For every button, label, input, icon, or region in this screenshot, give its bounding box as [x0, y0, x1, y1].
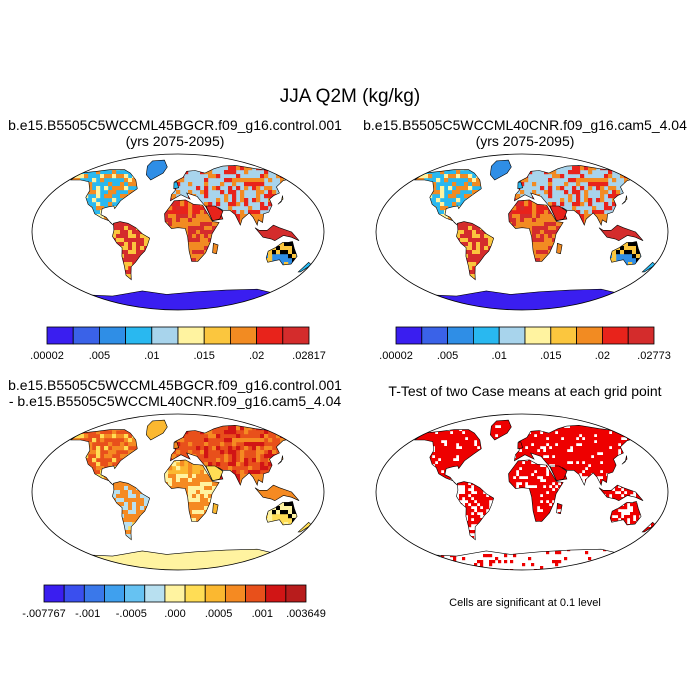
panel-title-case2-line2: (yrs 2075-2095) [350, 133, 700, 149]
colorbar-swatch [396, 327, 422, 344]
colorbar-swatch [152, 327, 178, 344]
map-case1 [28, 150, 328, 315]
colorbar-tick-label: -.001 [75, 608, 100, 620]
colorbar-tick-label: .015 [193, 350, 214, 362]
colorbar-swatch [225, 585, 245, 602]
colorbar-case1: .00002 .005 .01 .015 .02 .02817 [20, 325, 340, 365]
colorbar-tick-label: .02 [249, 350, 264, 362]
colorbar-swatch [422, 327, 448, 344]
colorbar-tick-label: .0005 [205, 608, 233, 620]
colorbar-swatch [47, 327, 73, 344]
colorbar-swatch [602, 327, 628, 344]
colorbar-swatch [126, 327, 152, 344]
panel-title-case1-line2: (yrs 2075-2095) [0, 133, 350, 149]
colorbar-swatch [525, 327, 551, 344]
colorbar-swatch [84, 585, 104, 602]
colorbar-swatch [185, 585, 205, 602]
colorbar-swatch [204, 327, 230, 344]
colorbar-difference: -.007767 -.001 -.0005 .000 .0005 .001 .003649 [8, 583, 338, 623]
panel-title-case2: b.e15.B5505C5WCCML40CNR.f09_g16.cam5_4.0… [350, 117, 700, 149]
colorbar-swatch [448, 327, 474, 344]
colorbar-swatch [205, 585, 225, 602]
panel-title-difference-line1: b.e15.B5505C5WCCML45BGCR.f09_g16.control… [0, 377, 350, 393]
colorbar-swatch [104, 585, 124, 602]
colorbar-swatch [64, 585, 84, 602]
colorbar-tick-label: .00002 [379, 350, 413, 362]
colorbar-case2: .00002 .005 .01 .015 .02 .02773 [366, 325, 686, 365]
colorbar-swatch [628, 327, 654, 344]
colorbar-tick-label: .005 [89, 350, 110, 362]
colorbar-tick-label: .000 [164, 608, 185, 620]
colorbar-tick-label: .001 [252, 608, 273, 620]
colorbar-swatch [499, 327, 525, 344]
map-difference [28, 410, 328, 575]
colorbar-swatch [165, 585, 185, 602]
colorbar-tick-label: .003649 [286, 608, 326, 620]
colorbar-tick-label: .01 [144, 350, 159, 362]
colorbar-tick-label: .005 [437, 350, 458, 362]
colorbar-swatch [283, 327, 309, 344]
colorbar-swatch [551, 327, 577, 344]
panel-title-ttest: T-Test of two Case means at each grid po… [350, 383, 700, 399]
colorbar-tick-label: -.0005 [116, 608, 147, 620]
colorbar-swatch [125, 585, 145, 602]
colorbar-swatch [577, 327, 603, 344]
significance-note: Cells are significant at 0.1 level [350, 597, 700, 609]
colorbar-swatch [44, 585, 64, 602]
panel-title-ttest-line1: T-Test of two Case means at each grid po… [350, 383, 700, 399]
colorbar-swatch [266, 585, 286, 602]
colorbar-swatch [286, 585, 306, 602]
colorbar-tick-label: .00002 [30, 350, 64, 362]
colorbar-swatch [257, 327, 283, 344]
page-title: JJA Q2M (kg/kg) [0, 86, 700, 108]
colorbar-tick-label: .02817 [292, 350, 326, 362]
colorbar-tick-label: .02 [595, 350, 610, 362]
colorbar-swatch [230, 327, 256, 344]
colorbar-swatch [246, 585, 266, 602]
panel-title-difference: b.e15.B5505C5WCCML45BGCR.f09_g16.control… [0, 377, 350, 409]
colorbar-tick-label: -.007767 [22, 608, 65, 620]
colorbar-swatch [73, 327, 99, 344]
map-ttest [372, 410, 672, 575]
colorbar-tick-label: .015 [540, 350, 561, 362]
panel-title-case2-line1: b.e15.B5505C5WCCML40CNR.f09_g16.cam5_4.0… [350, 117, 700, 133]
map-case2 [372, 150, 672, 315]
panel-title-case1-line1: b.e15.B5505C5WCCML45BGCR.f09_g16.control… [0, 117, 350, 133]
panel-title-case1: b.e15.B5505C5WCCML45BGCR.f09_g16.control… [0, 117, 350, 149]
colorbar-swatch [145, 585, 165, 602]
colorbar-tick-label: .01 [492, 350, 507, 362]
colorbar-tick-label: .02773 [637, 350, 671, 362]
colorbar-swatch [99, 327, 125, 344]
colorbar-swatch [473, 327, 499, 344]
panel-title-difference-line2: - b.e15.B5505C5WCCML40CNR.f09_g16.cam5_4… [0, 393, 350, 409]
colorbar-swatch [178, 327, 204, 344]
